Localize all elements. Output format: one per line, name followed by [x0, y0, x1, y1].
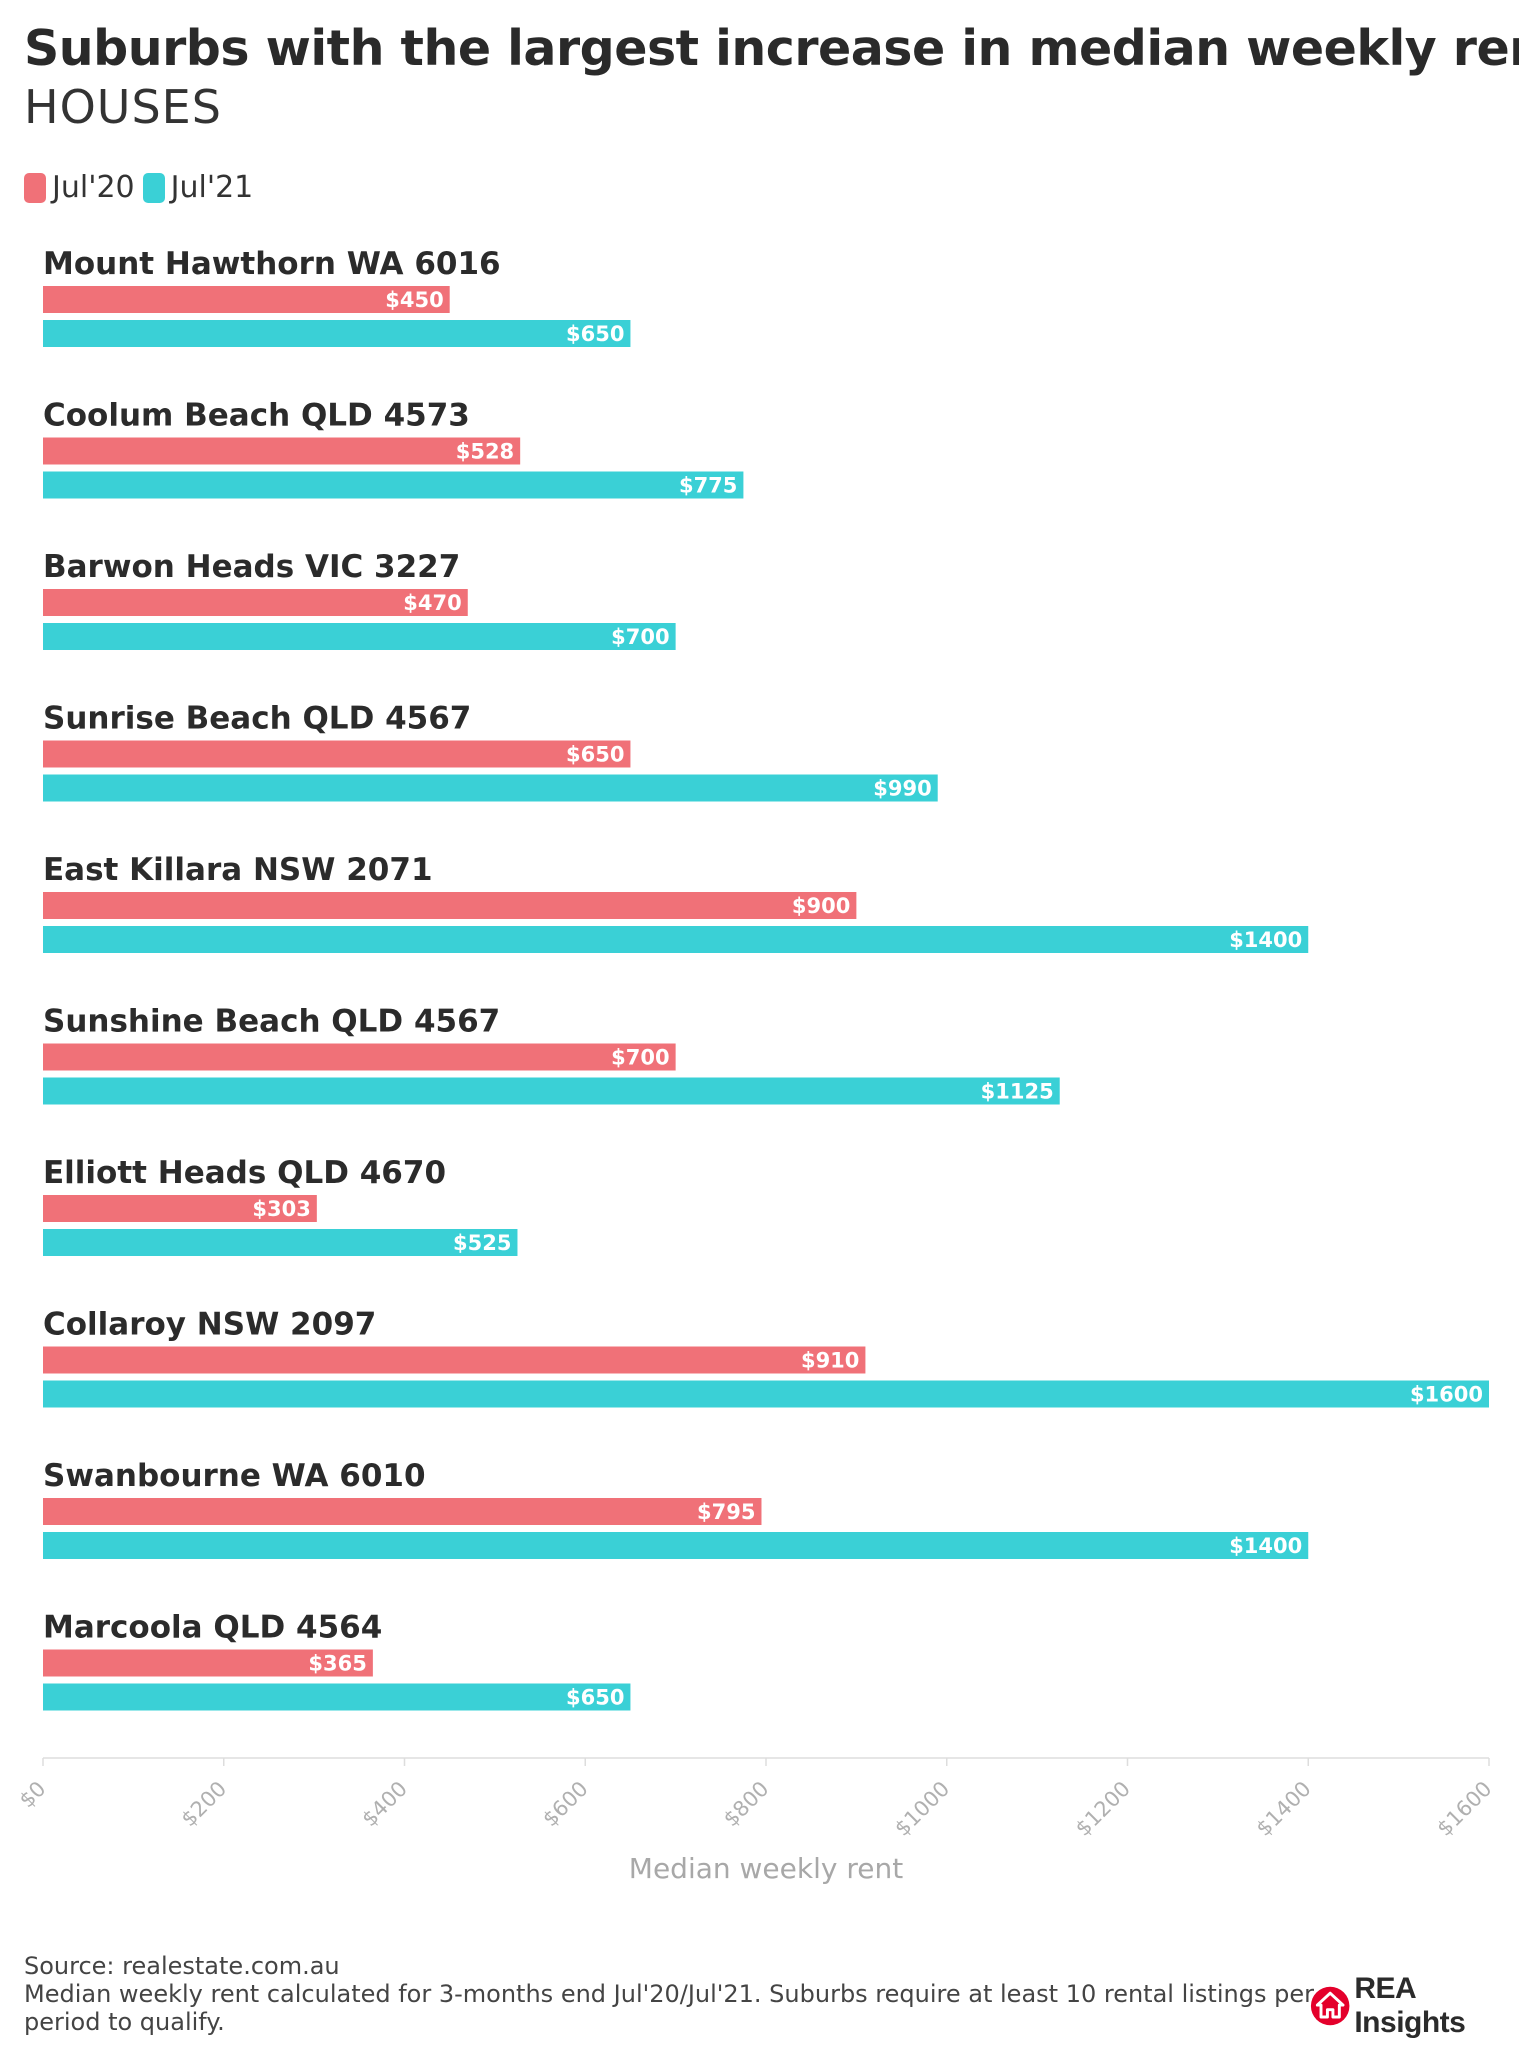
legend-label-jul21: Jul'21	[170, 170, 254, 205]
bar-value-label-jul-21-barwon-heads-vic-3227: $700	[611, 625, 669, 649]
bar-jul-21-barwon-heads-vic-3227	[43, 623, 676, 650]
category-label-swanbourne-wa-6010: Swanbourne WA 6010	[43, 1458, 426, 1494]
bar-jul-20-coolum-beach-qld-4573	[43, 437, 521, 465]
bar-chart: Mount Hawthorn WA 6016 $450 $650 Coolum Bea…	[15, 246, 1497, 1885]
bar-value-label-jul-20-sunrise-beach-qld-4567: $650	[566, 743, 624, 767]
chart-subtitle: HOUSES	[24, 80, 222, 134]
bar-jul-20-east-killara-nsw-2071	[43, 892, 857, 919]
bar-value-label-jul-20-east-killara-nsw-2071: $900	[792, 894, 850, 918]
bar-jul-20-swanbourne-wa-6010	[43, 1498, 762, 1525]
legend-swatch-jul21	[142, 172, 165, 203]
x-tick-label-1400: $1400	[1252, 1777, 1316, 1841]
x-tick-label-200: $200	[177, 1777, 232, 1832]
bar-value-label-jul-21-collaroy-nsw-2097: $1600	[1410, 1383, 1483, 1407]
x-tick-label-1200: $1200	[1071, 1777, 1135, 1841]
bar-jul-21-coolum-beach-qld-4573	[43, 471, 744, 499]
bar-value-label-jul-20-barwon-heads-vic-3227: $470	[403, 591, 461, 615]
bar-value-label-jul-20-mount-hawthorn-wa-6016: $450	[385, 288, 443, 312]
bar-value-label-jul-21-swanbourne-wa-6010: $1400	[1229, 1534, 1302, 1558]
footer: Source: realestate.com.au Median weekly …	[24, 1952, 1314, 2036]
category-label-sunshine-beach-qld-4567: Sunshine Beach QLD 4567	[43, 1004, 500, 1040]
category-label-barwon-heads-vic-3227: Barwon Heads VIC 3227	[43, 549, 460, 585]
x-tick-label-1000: $1000	[890, 1777, 954, 1841]
bar-jul-21-mount-hawthorn-wa-6016	[43, 320, 631, 347]
bar-value-label-jul-21-marcoola-qld-4564: $650	[566, 1686, 624, 1710]
category-label-sunrise-beach-qld-4567: Sunrise Beach QLD 4567	[43, 701, 471, 737]
legend-label-jul20: Jul'20	[52, 170, 135, 205]
x-tick-label-400: $400	[357, 1777, 412, 1832]
bar-value-label-jul-21-east-killara-nsw-2071: $1400	[1229, 928, 1302, 952]
x-tick-label-600: $600	[538, 1777, 593, 1832]
legend-item-jul20: Jul'20	[24, 170, 135, 205]
bar-jul-20-elliott-heads-qld-4670	[43, 1195, 317, 1222]
x-axis-title: Median weekly rent	[629, 1852, 903, 1885]
rea-insights-logo: REA Insights	[1310, 1972, 1519, 2040]
x-tick-label-800: $800	[719, 1777, 774, 1832]
bar-jul-21-east-killara-nsw-2071	[43, 926, 1309, 953]
bar-value-label-jul-21-sunrise-beach-qld-4567: $990	[873, 777, 931, 801]
bar-value-label-jul-20-collaroy-nsw-2097: $910	[801, 1349, 859, 1373]
bar-value-label-jul-20-marcoola-qld-4564: $365	[308, 1652, 366, 1676]
bar-value-label-jul-21-elliott-heads-qld-4670: $525	[453, 1231, 511, 1255]
logo-text: REA Insights	[1354, 1972, 1466, 2039]
bar-value-label-jul-21-coolum-beach-qld-4573: $775	[679, 474, 737, 498]
bar-jul-20-sunrise-beach-qld-4567	[43, 740, 631, 768]
bar-jul-20-collaroy-nsw-2097	[43, 1346, 866, 1374]
bar-jul-21-sunrise-beach-qld-4567	[43, 774, 938, 802]
bar-value-label-jul-20-sunshine-beach-qld-4567: $700	[611, 1046, 669, 1070]
bar-jul-21-collaroy-nsw-2097	[43, 1380, 1489, 1408]
category-label-elliott-heads-qld-4670: Elliott Heads QLD 4670	[43, 1155, 446, 1191]
source-note: Source: realestate.com.au	[24, 1952, 340, 1980]
bar-value-label-jul-21-mount-hawthorn-wa-6016: $650	[566, 322, 624, 346]
category-label-marcoola-qld-4564: Marcoola QLD 4564	[43, 1610, 382, 1646]
legend-swatch-jul20	[24, 172, 46, 203]
bar-value-label-jul-20-swanbourne-wa-6010: $795	[697, 1500, 755, 1524]
bar-jul-21-elliott-heads-qld-4670	[43, 1229, 518, 1256]
house-icon	[1310, 1986, 1350, 2026]
chart-title: Suburbs with the largest increase in med…	[24, 20, 1519, 77]
legend: Jul'20 Jul'21	[24, 170, 261, 205]
bar-jul-20-mount-hawthorn-wa-6016	[43, 286, 450, 313]
legend-item-jul21: Jul'21	[142, 170, 254, 205]
x-tick-label-0: $0	[15, 1777, 51, 1813]
bar-value-label-jul-20-elliott-heads-qld-4670: $303	[252, 1197, 310, 1221]
bar-jul-21-sunshine-beach-qld-4567	[43, 1077, 1060, 1105]
category-label-collaroy-nsw-2097: Collaroy NSW 2097	[43, 1307, 376, 1343]
x-tick-label-1600: $1600	[1432, 1777, 1496, 1841]
bar-value-label-jul-20-coolum-beach-qld-4573: $528	[456, 440, 514, 464]
bar-jul-21-marcoola-qld-4564	[43, 1683, 631, 1711]
bar-jul-20-barwon-heads-vic-3227	[43, 589, 468, 616]
bar-jul-20-marcoola-qld-4564	[43, 1649, 373, 1677]
category-label-coolum-beach-qld-4573: Coolum Beach QLD 4573	[43, 398, 470, 434]
methodology-note: Median weekly rent calculated for 3-mont…	[24, 1980, 1314, 2036]
bar-value-label-jul-21-sunshine-beach-qld-4567: $1125	[981, 1080, 1054, 1104]
bar-jul-20-sunshine-beach-qld-4567	[43, 1043, 676, 1071]
category-label-mount-hawthorn-wa-6016: Mount Hawthorn WA 6016	[43, 246, 501, 282]
category-label-east-killara-nsw-2071: East Killara NSW 2071	[43, 852, 433, 888]
bar-jul-21-swanbourne-wa-6010	[43, 1532, 1309, 1559]
